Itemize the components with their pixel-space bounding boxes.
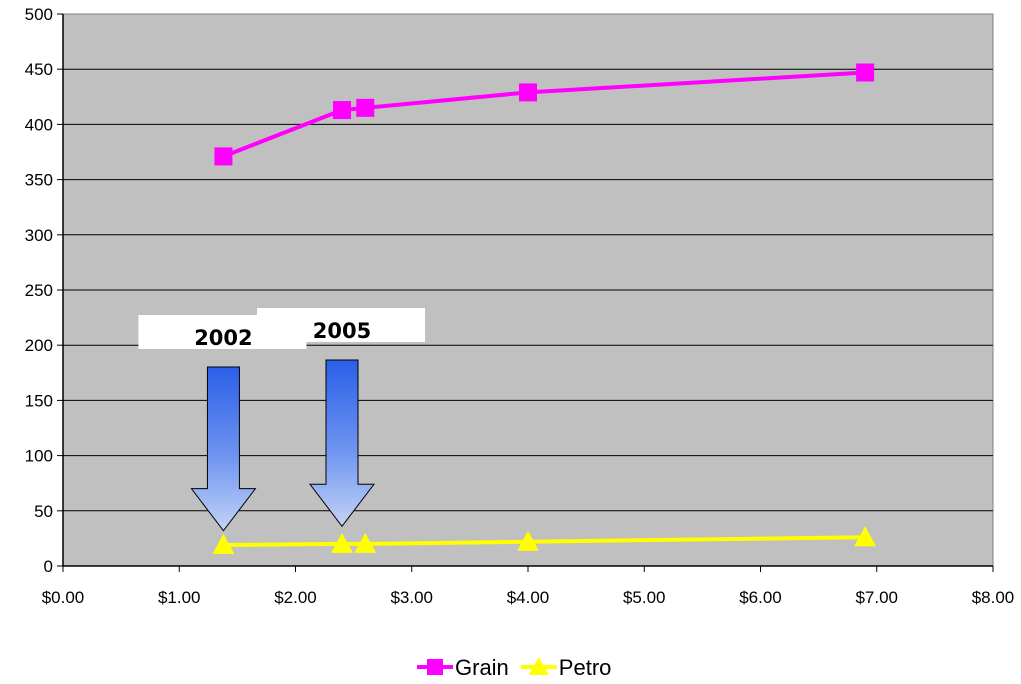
- x-axis-ticks: $0.00 $1.00 $2.00 $3.00 $4.00 $5.00 $6.00 $7.00…: [42, 566, 1015, 607]
- annotation-2005: 2005: [257, 308, 425, 528]
- y-axis-ticks: 0 50 100 150 200 250 300 350 400 450 500: [25, 5, 63, 576]
- legend-label: Grain: [455, 655, 509, 680]
- legend: Grain Petro: [417, 655, 611, 680]
- data-point-grain: [333, 101, 351, 120]
- annotation-arrow: [308, 359, 376, 528]
- x-tick-label: $0.00: [42, 588, 85, 607]
- x-tick-label: $3.00: [390, 588, 433, 607]
- x-tick-label: $8.00: [972, 588, 1015, 607]
- x-tick-label: $7.00: [855, 588, 898, 607]
- y-tick-label: 250: [25, 281, 53, 300]
- annotation-label: 2002: [194, 326, 252, 350]
- legend-item-grain: Grain: [417, 655, 509, 680]
- y-tick-label: 500: [25, 5, 53, 24]
- y-tick-label: 0: [44, 557, 53, 576]
- legend-item-petro: Petro: [520, 655, 612, 680]
- annotations: 2002 2005: [138, 308, 425, 532]
- data-point-grain: [519, 83, 537, 102]
- data-point-petro: [517, 530, 539, 551]
- data-point-grain: [356, 98, 375, 117]
- x-tick-label: $5.00: [623, 588, 666, 607]
- data-point-petro: [331, 532, 353, 553]
- annotation-arrow: [190, 366, 257, 532]
- annotation-label-background: [257, 308, 425, 342]
- y-tick-label: 400: [25, 115, 53, 134]
- x-tick-label: $2.00: [274, 588, 317, 607]
- y-tick-label: 50: [34, 502, 53, 521]
- y-tick-label: 300: [25, 226, 53, 245]
- y-tick-label: 350: [25, 171, 53, 190]
- annotation-label: 2005: [313, 319, 371, 343]
- data-point-petro: [212, 534, 235, 555]
- data-point-grain: [214, 147, 233, 166]
- legend-marker: [427, 659, 443, 675]
- series-group: [212, 63, 877, 555]
- x-tick-label: $4.00: [507, 588, 550, 607]
- series-petro: [212, 526, 877, 555]
- y-tick-label: 450: [25, 60, 53, 79]
- y-tick-label: 100: [25, 447, 53, 466]
- legend-marker: [528, 657, 549, 675]
- legend-label: Petro: [559, 655, 612, 680]
- data-point-petro: [854, 526, 877, 547]
- data-point-petro: [354, 532, 377, 553]
- y-tick-label: 150: [25, 391, 53, 410]
- x-tick-label: $1.00: [158, 588, 201, 607]
- data-point-grain: [856, 63, 875, 82]
- series-grain: [214, 63, 875, 166]
- x-tick-label: $6.00: [739, 588, 782, 607]
- y-tick-label: 200: [25, 336, 53, 355]
